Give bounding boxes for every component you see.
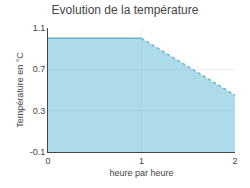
svg-text:0.7: 0.7: [33, 64, 46, 74]
svg-text:1: 1: [139, 156, 144, 166]
svg-text:1.1: 1.1: [33, 23, 46, 33]
svg-text:2: 2: [232, 156, 237, 166]
svg-text:heure par heure: heure par heure: [109, 168, 173, 178]
svg-text:0.3: 0.3: [33, 106, 46, 116]
svg-text:Température en °C: Température en °C: [15, 52, 25, 128]
svg-text:0: 0: [45, 156, 50, 166]
svg-text:Evolution de la température: Evolution de la température: [52, 3, 199, 17]
svg-text:-0.1: -0.1: [30, 147, 46, 157]
